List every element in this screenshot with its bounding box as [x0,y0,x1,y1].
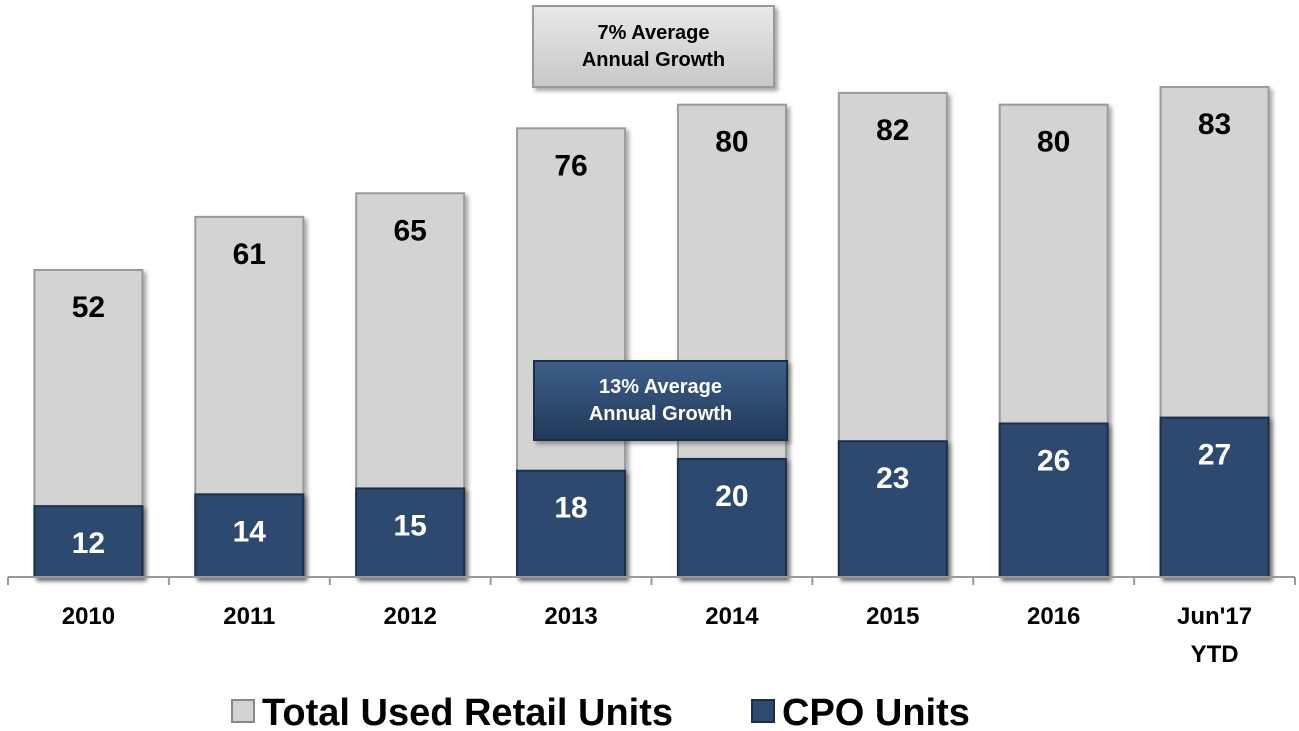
x-tick-label: 2010 [62,603,115,630]
x-tick-label: 2014 [705,603,759,630]
bar [837,440,948,578]
bar [998,422,1109,578]
value-label: 20 [715,480,748,513]
x-tick-label: 2016 [1027,603,1080,630]
x-tick-label: Jun'17 YTD [1177,603,1252,668]
legend-swatch [751,699,775,723]
value-label: 65 [394,214,427,247]
bar [33,505,144,578]
x-tick-label: 2011 [223,603,275,630]
legend-swatch [231,699,255,723]
bar [355,487,466,578]
value-label: 27 [1198,439,1231,472]
value-label: 82 [876,114,909,147]
legend-label: Total Used Retail Units [262,692,673,731]
value-label: 12 [72,527,105,560]
x-tick-label: 2015 [866,603,919,630]
value-label: 15 [394,509,427,542]
x-tick-label: 2012 [383,603,436,630]
bar [516,469,627,579]
value-label: 83 [1198,108,1231,141]
bar [1159,416,1270,578]
value-label: 26 [1037,445,1070,478]
value-label: 14 [233,515,267,548]
value-label: 52 [72,291,105,324]
x-tick-label: 2013 [544,603,597,630]
value-label: 80 [1037,126,1070,159]
annotation: 13% Average Annual Growth [533,360,788,441]
bar [676,457,787,578]
value-label: 80 [715,126,748,159]
annotation: 7% Average Annual Growth [532,5,775,88]
value-label: 18 [554,492,587,525]
legend-label: CPO Units [782,692,970,731]
value-label: 61 [233,238,266,271]
value-label: 76 [554,149,587,182]
value-label: 23 [876,462,909,495]
